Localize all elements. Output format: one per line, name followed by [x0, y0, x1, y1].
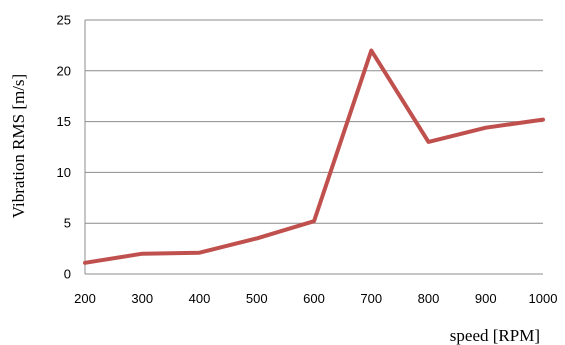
y-tick-label-0: 0 — [64, 267, 71, 282]
y-tick-labels: 0 5 10 15 20 25 — [57, 13, 71, 282]
x-tick-label-600: 600 — [303, 291, 325, 306]
y-axis-title: Vibration RMS [m/s] — [9, 74, 28, 218]
x-tick-label-500: 500 — [246, 291, 268, 306]
y-tick-label-5: 5 — [64, 216, 71, 231]
x-axis-title: speed [RPM] — [450, 326, 540, 345]
y-tick-label-25: 25 — [57, 13, 71, 28]
x-tick-label-400: 400 — [189, 291, 211, 306]
series-group — [83, 48, 545, 265]
y-tick-label-15: 15 — [57, 114, 71, 129]
y-tick-label-20: 20 — [57, 63, 71, 78]
x-tick-label-300: 300 — [131, 291, 153, 306]
x-tick-label-200: 200 — [74, 291, 96, 306]
x-tick-labels: 200 300 400 500 600 700 800 900 1000 — [74, 291, 557, 306]
x-tick-label-700: 700 — [360, 291, 382, 306]
gridlines — [85, 19, 543, 224]
x-tick-label-900: 900 — [475, 291, 497, 306]
x-tick-label-800: 800 — [418, 291, 440, 306]
series-line-0 — [83, 48, 545, 265]
x-tick-label-1000: 1000 — [529, 291, 558, 306]
y-tick-label-10: 10 — [57, 165, 71, 180]
